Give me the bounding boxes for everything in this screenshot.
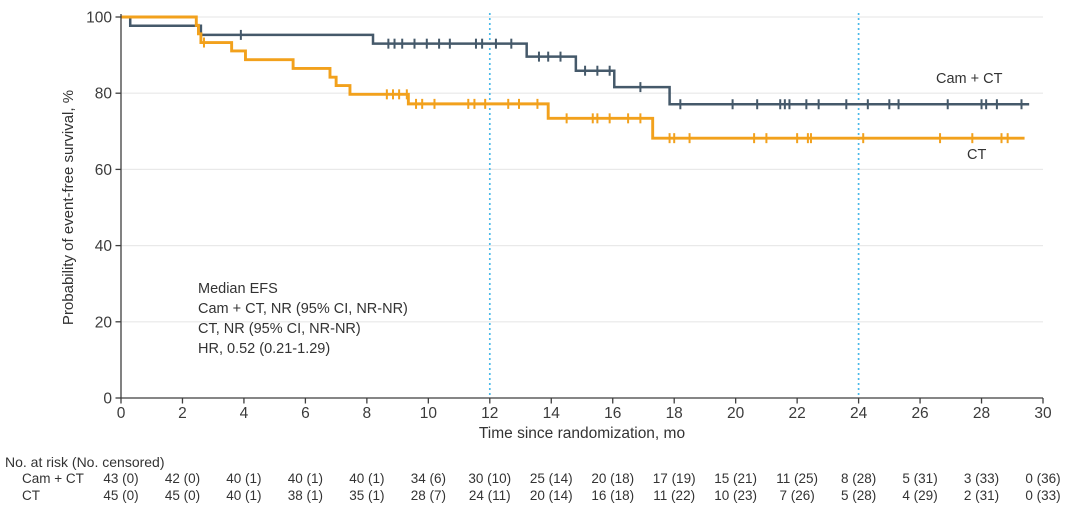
survival-curve-cam-ct — [121, 15, 1030, 106]
x-tick-label: 22 — [789, 405, 806, 422]
x-tick-label: 24 — [850, 405, 868, 422]
risk-value-ct: 0 (33) — [1025, 488, 1061, 503]
risk-value-ct: 45 (0) — [164, 488, 201, 503]
risk-value-cam-ct: 20 (18) — [591, 471, 635, 486]
risk-value-ct: 4 (29) — [902, 488, 938, 503]
x-tick-label: 2 — [178, 405, 187, 422]
x-tick-label: 14 — [543, 405, 561, 422]
risk-value-cam-ct: 30 (10) — [468, 471, 512, 486]
risk-value-cam-ct: 40 (1) — [287, 471, 324, 486]
y-tick-label: 60 — [95, 162, 113, 179]
y-tick-label: 20 — [95, 314, 113, 331]
x-tick-label: 0 — [117, 405, 126, 422]
annotation-line-median-efs: Median EFS — [198, 281, 278, 297]
risk-value-ct: 7 (26) — [779, 488, 815, 503]
risk-value-ct: 28 (7) — [410, 488, 446, 503]
risk-value-cam-ct: 0 (36) — [1025, 471, 1061, 486]
x-tick-label: 10 — [420, 405, 438, 422]
survival-curve-ct — [121, 15, 1025, 140]
risk-value-cam-ct: 43 (0) — [103, 471, 139, 486]
risk-value-ct: 24 (11) — [468, 488, 511, 503]
risk-value-cam-ct: 15 (21) — [714, 471, 758, 486]
x-tick-label: 4 — [240, 405, 249, 422]
risk-value-cam-ct: 40 (1) — [226, 471, 262, 486]
risk-value-ct: 5 (28) — [840, 488, 877, 503]
x-tick-label: 18 — [666, 405, 683, 422]
annotation-line-cam-ct: Cam + CT, NR (95% CI, NR-NR) — [198, 301, 408, 317]
risk-value-ct: 2 (31) — [963, 488, 1000, 503]
annotation-line-hr: HR, 0.52 (0.21-1.29) — [198, 341, 331, 357]
risk-value-ct: 45 (0) — [103, 488, 139, 503]
risk-value-ct: 38 (1) — [287, 488, 324, 503]
y-tick-label: 0 — [103, 391, 112, 408]
series-label-ct: CT — [967, 147, 987, 163]
risk-value-ct: 16 (18) — [591, 488, 635, 503]
x-tick-label: 28 — [973, 405, 990, 422]
risk-value-cam-ct: 42 (0) — [164, 471, 201, 486]
risk-value-cam-ct: 3 (33) — [963, 471, 1000, 486]
median-efs-annotation: Median EFS Cam + CT, NR (95% CI, NR-NR) … — [198, 279, 408, 359]
x-tick-label: 6 — [301, 405, 310, 422]
x-tick-label: 20 — [727, 405, 745, 422]
x-axis-title: Time since randomization, mo — [478, 425, 686, 442]
risk-row-label-ct: CT — [22, 488, 40, 503]
risk-value-ct: 20 (14) — [529, 488, 573, 503]
x-tick-label: 16 — [604, 405, 621, 422]
risk-table-header: No. at risk (No. censored) — [5, 454, 165, 470]
y-tick-label: 100 — [86, 10, 112, 27]
risk-value-ct: 11 (22) — [653, 488, 696, 503]
risk-value-cam-ct: 40 (1) — [349, 471, 385, 486]
risk-value-cam-ct: 17 (19) — [652, 471, 696, 486]
risk-value-cam-ct: 11 (25) — [776, 471, 819, 486]
annotation-line-ct: CT, NR (95% CI, NR-NR) — [198, 321, 361, 337]
x-tick-label: 26 — [911, 405, 928, 422]
y-tick-label: 40 — [95, 238, 113, 255]
x-tick-label: 12 — [481, 405, 498, 422]
risk-value-cam-ct: 25 (14) — [529, 471, 573, 486]
y-axis-title: Probability of event-free survival, % — [60, 89, 77, 326]
risk-value-cam-ct: 8 (28) — [840, 471, 877, 486]
risk-value-cam-ct: 5 (31) — [902, 471, 938, 486]
series-label-cam-ct: Cam + CT — [936, 71, 1003, 87]
x-tick-label: 30 — [1034, 405, 1052, 422]
risk-value-cam-ct: 34 (6) — [410, 471, 446, 486]
risk-value-ct: 10 (23) — [714, 488, 758, 503]
x-tick-label: 8 — [363, 405, 372, 422]
y-tick-label: 80 — [95, 86, 113, 103]
risk-value-ct: 35 (1) — [349, 488, 385, 503]
risk-row-label-cam-ct: Cam + CT — [22, 471, 84, 486]
risk-value-ct: 40 (1) — [226, 488, 262, 503]
